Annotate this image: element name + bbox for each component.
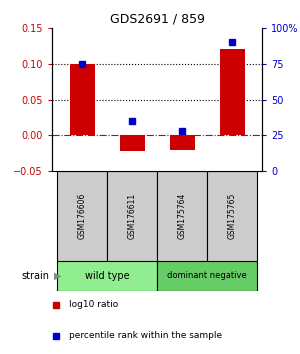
- Text: ▶: ▶: [53, 271, 61, 281]
- Text: dominant negative: dominant negative: [167, 272, 247, 280]
- Bar: [207, 171, 257, 261]
- Text: log10 ratio: log10 ratio: [69, 300, 118, 309]
- Bar: [220, 50, 244, 135]
- Bar: [157, 171, 207, 261]
- Bar: [157, 261, 257, 291]
- Text: percentile rank within the sample: percentile rank within the sample: [69, 331, 222, 340]
- Bar: [169, 135, 194, 149]
- Text: strain: strain: [21, 271, 49, 281]
- Bar: [119, 135, 145, 151]
- Text: wild type: wild type: [85, 271, 129, 281]
- Title: GDS2691 / 859: GDS2691 / 859: [110, 12, 205, 25]
- Bar: [70, 64, 94, 135]
- Text: GSM175764: GSM175764: [178, 193, 187, 239]
- Bar: [107, 171, 157, 261]
- Text: GSM175765: GSM175765: [227, 193, 236, 239]
- Text: GSM176611: GSM176611: [128, 193, 136, 239]
- Bar: [57, 171, 107, 261]
- Text: GSM176606: GSM176606: [77, 193, 86, 239]
- Bar: [57, 261, 157, 291]
